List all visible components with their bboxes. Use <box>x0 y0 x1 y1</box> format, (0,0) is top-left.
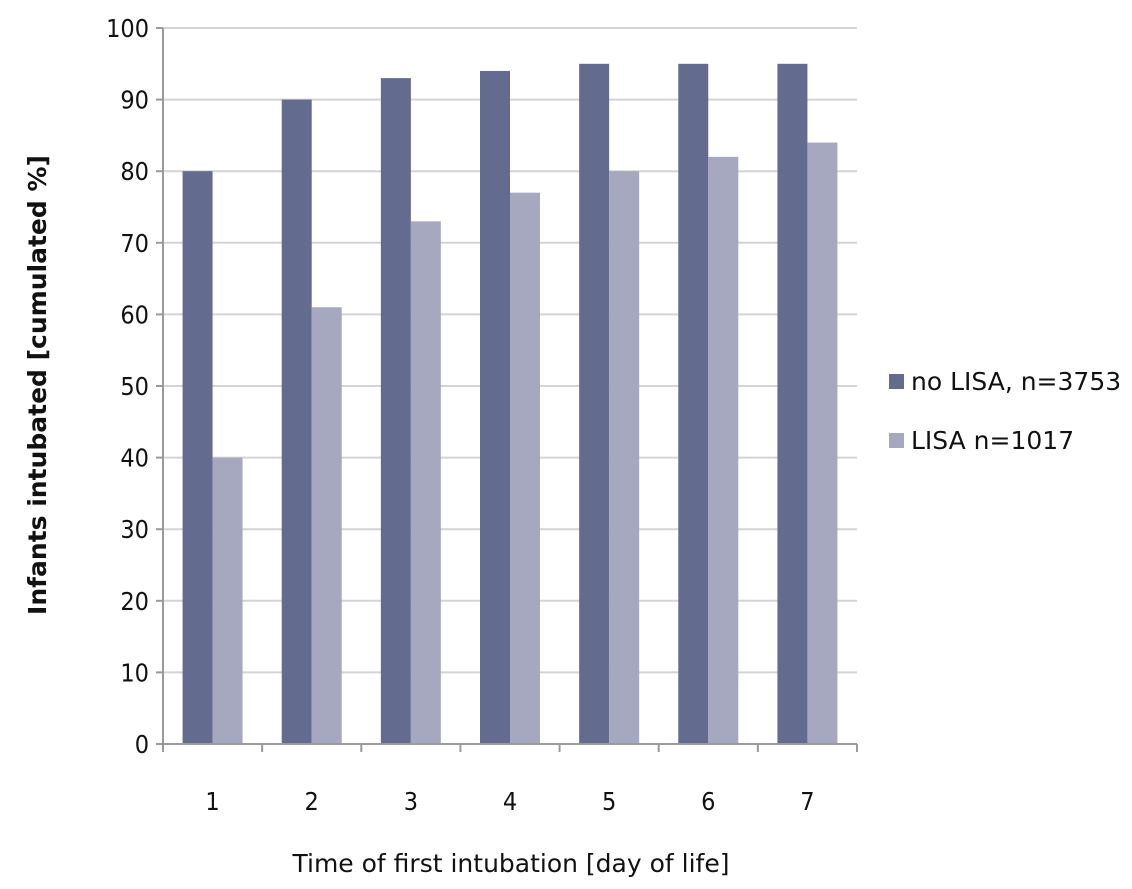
x-tick-label: 2 <box>305 787 319 816</box>
bar-no-lisa-day-1 <box>182 171 213 744</box>
axes <box>156 27 858 752</box>
legend-label-no-lisa: no LISA, n=3753 <box>911 367 1121 396</box>
y-tick-label: 70 <box>120 229 149 258</box>
x-tick-label: 1 <box>205 787 219 816</box>
x-tick-label: 7 <box>800 787 814 816</box>
y-tick-label: 10 <box>120 658 149 687</box>
bar-lisa-day-1 <box>212 457 243 744</box>
y-tick-label: 20 <box>120 587 149 616</box>
x-tick-label: 4 <box>503 787 517 816</box>
x-tick-labels: 1 2 3 4 5 6 7 <box>205 787 814 816</box>
legend-swatch-lisa <box>889 433 904 448</box>
y-tick-labels: 0 10 20 30 40 50 60 70 80 90 100 <box>106 14 149 759</box>
x-axis-title: Time of first intubation [day of life] <box>292 849 730 878</box>
bar-no-lisa-day-7 <box>777 63 808 745</box>
bar-no-lisa-day-4 <box>480 70 510 744</box>
bar-lisa-day-3 <box>410 221 441 744</box>
bar-lisa-day-6 <box>708 156 739 744</box>
legend-swatch-no-lisa <box>889 374 904 389</box>
y-tick-label: 50 <box>120 372 149 401</box>
y-tick-label: 30 <box>120 515 149 544</box>
y-tick-label: 80 <box>120 157 149 186</box>
bar-lisa-day-2 <box>311 307 342 744</box>
bar-no-lisa-day-2 <box>281 99 312 745</box>
y-axis-title: Infants intubated [cumulated %] <box>23 155 52 615</box>
bar-lisa-day-5 <box>609 171 640 744</box>
y-tick-label: 100 <box>106 14 149 43</box>
legend: no LISA, n=3753 LISA n=1017 <box>889 367 1121 455</box>
y-tick-label: 0 <box>135 730 149 759</box>
bar-lisa-day-4 <box>510 192 540 744</box>
y-tick-label: 40 <box>120 444 149 473</box>
bars <box>182 63 838 745</box>
bar-no-lisa-day-5 <box>579 63 610 745</box>
x-tick-label: 6 <box>701 787 715 816</box>
x-tick-label: 3 <box>404 787 418 816</box>
legend-label-lisa: LISA n=1017 <box>911 426 1074 455</box>
y-tick-label: 90 <box>120 86 149 115</box>
bar-lisa-day-7 <box>807 142 838 744</box>
y-tick-label: 60 <box>120 300 149 329</box>
bar-no-lisa-day-6 <box>678 63 709 745</box>
x-tick-label: 5 <box>602 787 616 816</box>
bar-no-lisa-day-3 <box>380 78 411 745</box>
